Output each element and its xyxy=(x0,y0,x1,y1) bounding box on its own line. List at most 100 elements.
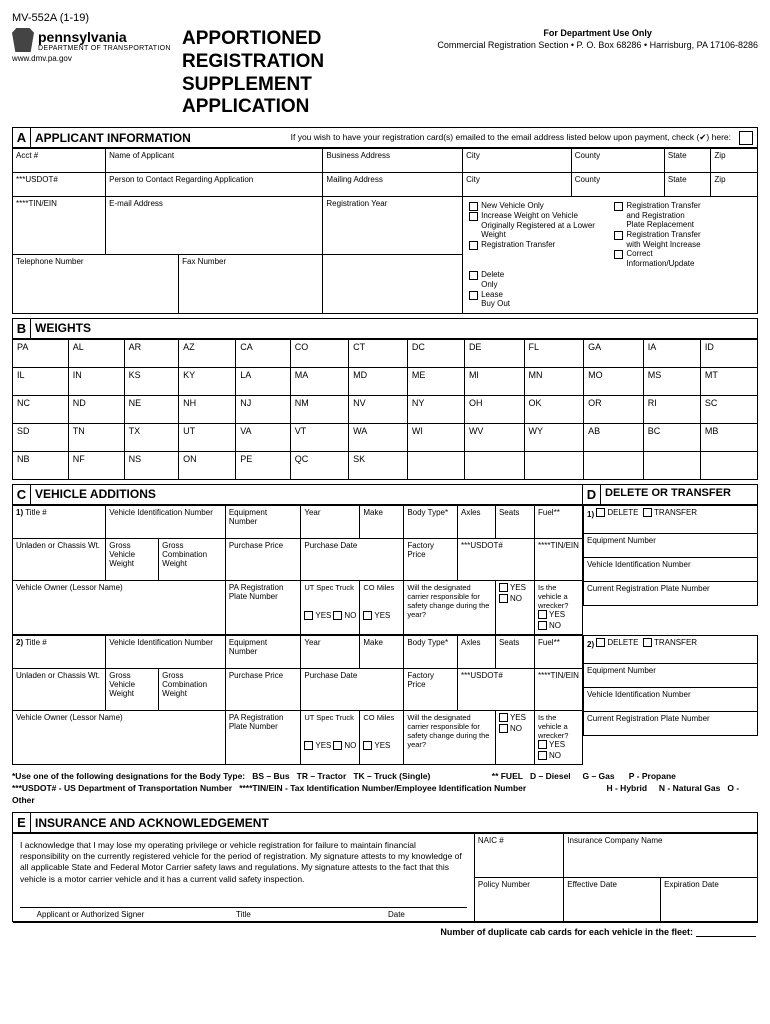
weight-state[interactable]: CO xyxy=(290,339,348,367)
weight-state[interactable]: WY xyxy=(524,423,584,451)
expdate-label: Expiration Date xyxy=(664,880,754,889)
ck-plate[interactable]: Registration Transfer and Registration P… xyxy=(614,201,704,230)
weight-state[interactable]: AL xyxy=(68,339,124,367)
weight-state[interactable]: QC xyxy=(290,451,348,479)
dept-name: DEPARTMENT OF TRANSPORTATION xyxy=(38,45,171,52)
section-d-letter: D xyxy=(583,485,601,504)
header-row: pennsylvania DEPARTMENT OF TRANSPORTATIO… xyxy=(12,28,758,119)
weight-state[interactable]: NH xyxy=(179,395,236,423)
weight-state[interactable]: BC xyxy=(643,423,700,451)
weight-state[interactable]: OK xyxy=(524,395,584,423)
weight-state[interactable]: UT xyxy=(179,423,236,451)
weight-state[interactable]: MA xyxy=(290,367,348,395)
weight-state[interactable] xyxy=(407,451,464,479)
name-label: Name of Applicant xyxy=(109,151,319,160)
weight-state[interactable]: WV xyxy=(464,423,524,451)
ck-regtrans[interactable]: Registration Transfer xyxy=(469,240,604,250)
section-c-header: C VEHICLE ADDITIONS xyxy=(12,484,583,505)
mailing-label: Mailing Address xyxy=(326,175,459,184)
weight-state[interactable]: LA xyxy=(236,367,291,395)
effdate-label: Effective Date xyxy=(567,880,657,889)
weight-state[interactable]: FL xyxy=(524,339,584,367)
phone-label: Telephone Number xyxy=(16,257,175,266)
weight-state[interactable]: IL xyxy=(13,367,69,395)
weight-state[interactable]: OH xyxy=(464,395,524,423)
weight-state[interactable]: NY xyxy=(407,395,464,423)
vehicle-row-1: 1) Title # Vehicle Identification Number… xyxy=(12,505,583,635)
naic-label: NAIC # xyxy=(478,836,560,845)
ck-lease[interactable]: Lease Buy Out xyxy=(469,290,514,309)
weight-state[interactable]: GA xyxy=(584,339,644,367)
sig-label: Applicant or Authorized Signer xyxy=(24,910,157,919)
weight-state[interactable]: TN xyxy=(68,423,124,451)
weight-state[interactable]: ID xyxy=(700,339,757,367)
weight-state[interactable]: AB xyxy=(584,423,644,451)
ck-newveh[interactable]: New Vehicle Only xyxy=(469,201,604,211)
section-c-letter: C xyxy=(13,485,31,504)
email-check[interactable] xyxy=(739,131,753,145)
weight-state[interactable]: DC xyxy=(407,339,464,367)
email-label: E-mail Address xyxy=(109,199,319,208)
vehicle-row-2: 2) Title # Vehicle Identification Number… xyxy=(12,635,583,765)
weight-state[interactable]: MO xyxy=(584,367,644,395)
weight-state[interactable]: CA xyxy=(236,339,291,367)
weight-state[interactable]: RI xyxy=(643,395,700,423)
weight-state[interactable]: AR xyxy=(124,339,179,367)
weight-state[interactable]: DE xyxy=(464,339,524,367)
weight-state[interactable]: NM xyxy=(290,395,348,423)
weight-state[interactable]: OR xyxy=(584,395,644,423)
weight-state[interactable]: ON xyxy=(179,451,236,479)
weight-state[interactable]: WA xyxy=(349,423,408,451)
weight-state[interactable]: NE xyxy=(124,395,179,423)
weight-state[interactable]: VT xyxy=(290,423,348,451)
delete-transfer-1: 1) DELETE TRANSFER Equipment Number Vehi… xyxy=(583,505,758,606)
weight-state[interactable]: NS xyxy=(124,451,179,479)
weight-state[interactable]: AZ xyxy=(179,339,236,367)
section-e-letter: E xyxy=(13,813,31,832)
weight-state[interactable]: PE xyxy=(236,451,291,479)
weight-state[interactable] xyxy=(643,451,700,479)
weight-state[interactable]: NF xyxy=(68,451,124,479)
weight-state[interactable]: NV xyxy=(349,395,408,423)
section-b-letter: B xyxy=(13,319,31,338)
ck-correct[interactable]: Correct Information/Update xyxy=(614,249,704,268)
weight-state[interactable]: SK xyxy=(349,451,408,479)
weight-state[interactable]: KS xyxy=(124,367,179,395)
logo-block: pennsylvania DEPARTMENT OF TRANSPORTATIO… xyxy=(12,28,172,63)
weight-state[interactable]: MD xyxy=(349,367,408,395)
ck-wtinc[interactable]: Registration Transfer with Weight Increa… xyxy=(614,230,704,249)
sigdate-label: Date xyxy=(330,910,463,919)
weight-state[interactable]: PA xyxy=(13,339,69,367)
weight-state[interactable]: VA xyxy=(236,423,291,451)
weight-state[interactable]: ME xyxy=(407,367,464,395)
ck-increase[interactable]: Increase Weight on Vehicle Originally Re… xyxy=(469,211,604,240)
weight-state[interactable]: SC xyxy=(700,395,757,423)
weight-state[interactable]: MT xyxy=(700,367,757,395)
weight-state[interactable]: ND xyxy=(68,395,124,423)
weight-state[interactable]: TX xyxy=(124,423,179,451)
weight-state[interactable]: NB xyxy=(13,451,69,479)
state-label: State xyxy=(668,151,708,160)
dept-address: Commercial Registration Section • P. O. … xyxy=(437,40,758,50)
section-c-title: VEHICLE ADDITIONS xyxy=(31,485,160,503)
weight-state[interactable]: MB xyxy=(700,423,757,451)
weight-state[interactable] xyxy=(464,451,524,479)
weight-state[interactable]: MS xyxy=(643,367,700,395)
weight-state[interactable] xyxy=(700,451,757,479)
weight-state[interactable]: SD xyxy=(13,423,69,451)
section-a-title: APPLICANT INFORMATION xyxy=(31,129,195,147)
weight-state[interactable]: CT xyxy=(349,339,408,367)
weight-state[interactable]: IA xyxy=(643,339,700,367)
ck-delonly[interactable]: Delete Only xyxy=(469,270,514,289)
weight-state[interactable]: MI xyxy=(464,367,524,395)
weight-state[interactable]: WI xyxy=(407,423,464,451)
weight-state[interactable]: MN xyxy=(524,367,584,395)
weight-state[interactable] xyxy=(524,451,584,479)
weight-state[interactable]: KY xyxy=(179,367,236,395)
weight-state[interactable] xyxy=(584,451,644,479)
weight-state[interactable]: NJ xyxy=(236,395,291,423)
policy-label: Policy Number xyxy=(478,880,560,889)
body-type-note: *Use one of the following designations f… xyxy=(12,771,758,807)
weight-state[interactable]: IN xyxy=(68,367,124,395)
weight-state[interactable]: NC xyxy=(13,395,69,423)
